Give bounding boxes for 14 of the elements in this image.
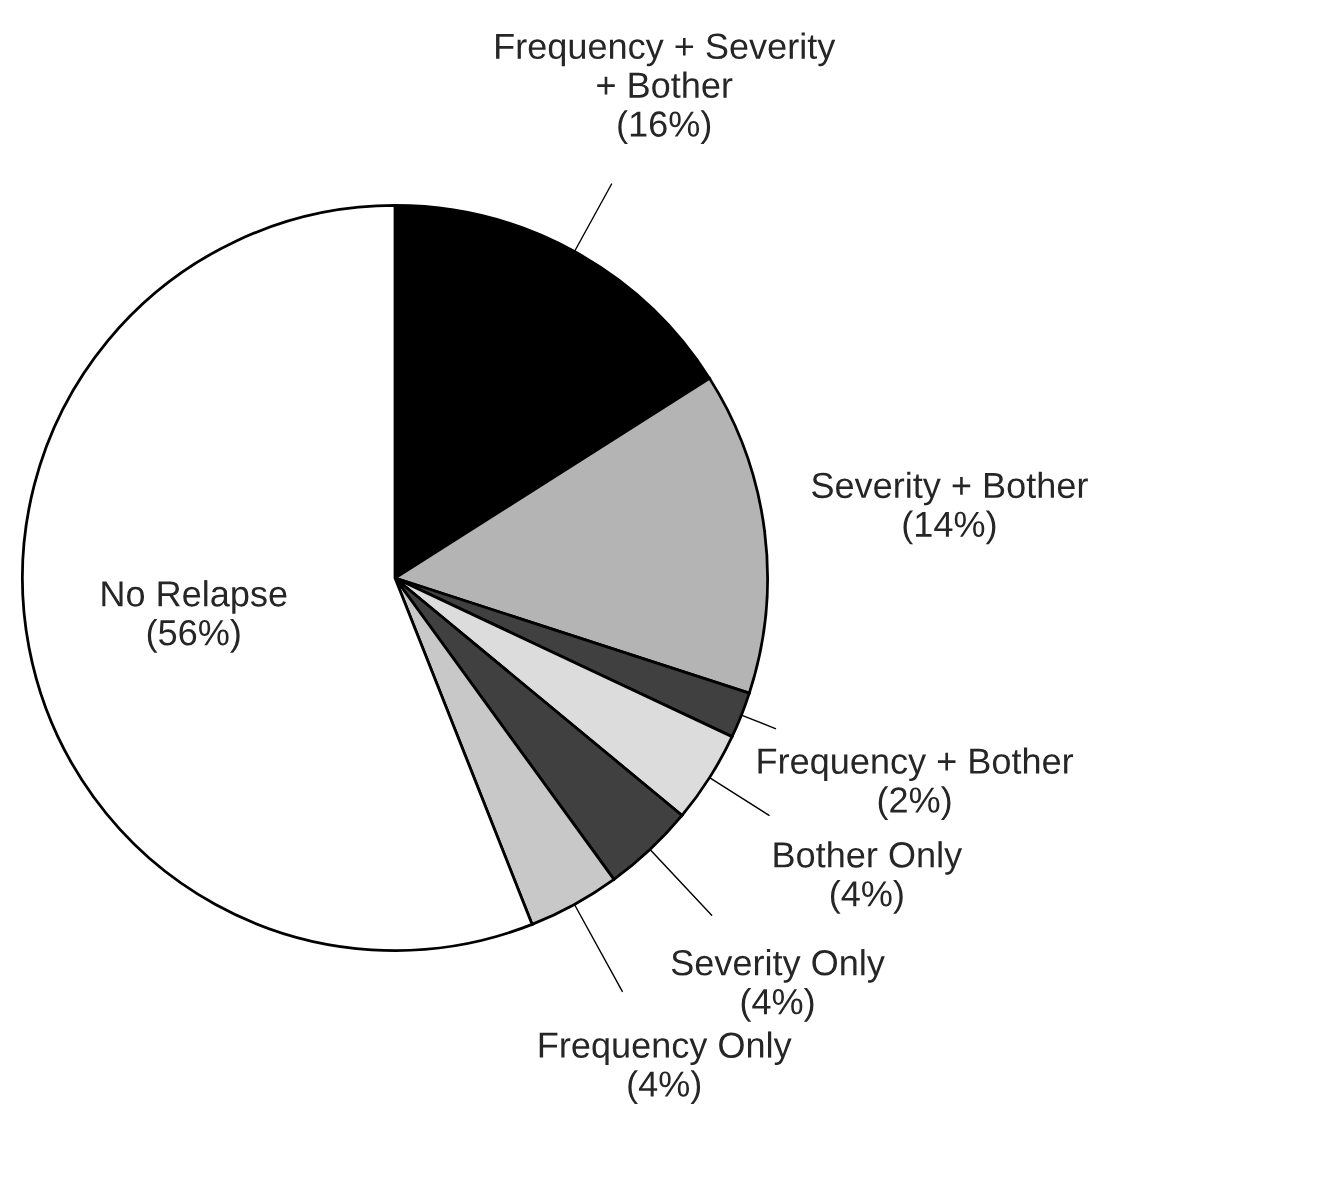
- slice-label: No Relapse: [102, 580, 287, 614]
- slice-label: Bother Only: [774, 841, 963, 875]
- data-label: (4%): [628, 1070, 701, 1104]
- data-label: (14%): [903, 510, 996, 545]
- slice-label: Frequency + Bother: [758, 747, 1074, 782]
- data-label: (4%): [741, 987, 814, 1022]
- slice-label: Frequency Only: [539, 1031, 792, 1066]
- slice-label: Severity + Bother: [812, 471, 1088, 506]
- data-label: (56%): [147, 619, 240, 653]
- slice-label: Frequency + Severity + Bother: [496, 32, 836, 98]
- data-label: (2%): [878, 786, 951, 820]
- data-label: (16%): [618, 110, 711, 145]
- slice-label: Severity Only: [671, 949, 885, 983]
- data-label: (4%): [830, 880, 903, 914]
